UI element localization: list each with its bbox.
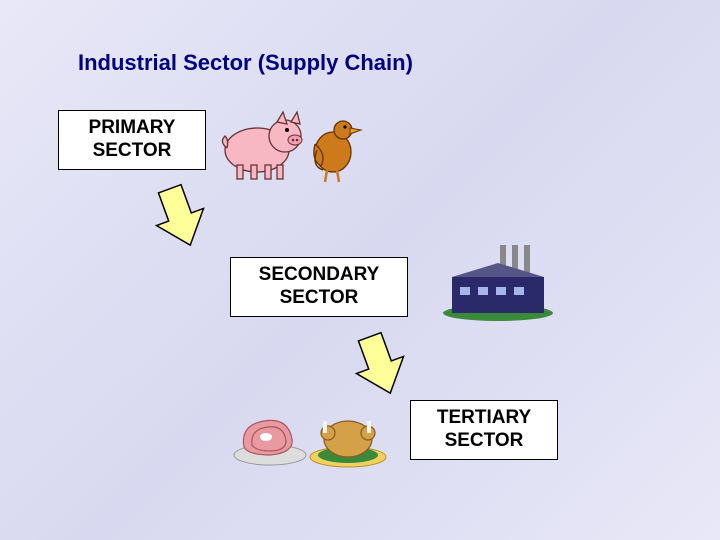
arrow-primary-to-secondary: [140, 174, 220, 260]
arrow-shape-1: [146, 180, 214, 253]
illustration-factory: [438, 243, 558, 328]
pig-icon: [222, 112, 302, 179]
box-secondary-label: SECONDARY SECTOR: [259, 264, 380, 310]
cooked-poultry-icon: [310, 421, 386, 467]
illustration-animals: [215, 100, 365, 190]
box-tertiary-label: TERTIARY SECTOR: [437, 407, 531, 453]
slide-title: Industrial Sector (Supply Chain): [78, 50, 413, 76]
illustration-food: [230, 395, 390, 480]
box-secondary-sector: SECONDARY SECTOR: [230, 257, 408, 317]
factory-icon: [443, 245, 553, 321]
arrow-shape-2: [346, 328, 414, 401]
meat-icon: [234, 420, 306, 465]
bird-icon: [314, 121, 361, 182]
box-primary-sector: PRIMARY SECTOR: [58, 110, 206, 170]
box-tertiary-sector: TERTIARY SECTOR: [410, 400, 558, 460]
box-primary-label: PRIMARY SECTOR: [89, 117, 176, 163]
